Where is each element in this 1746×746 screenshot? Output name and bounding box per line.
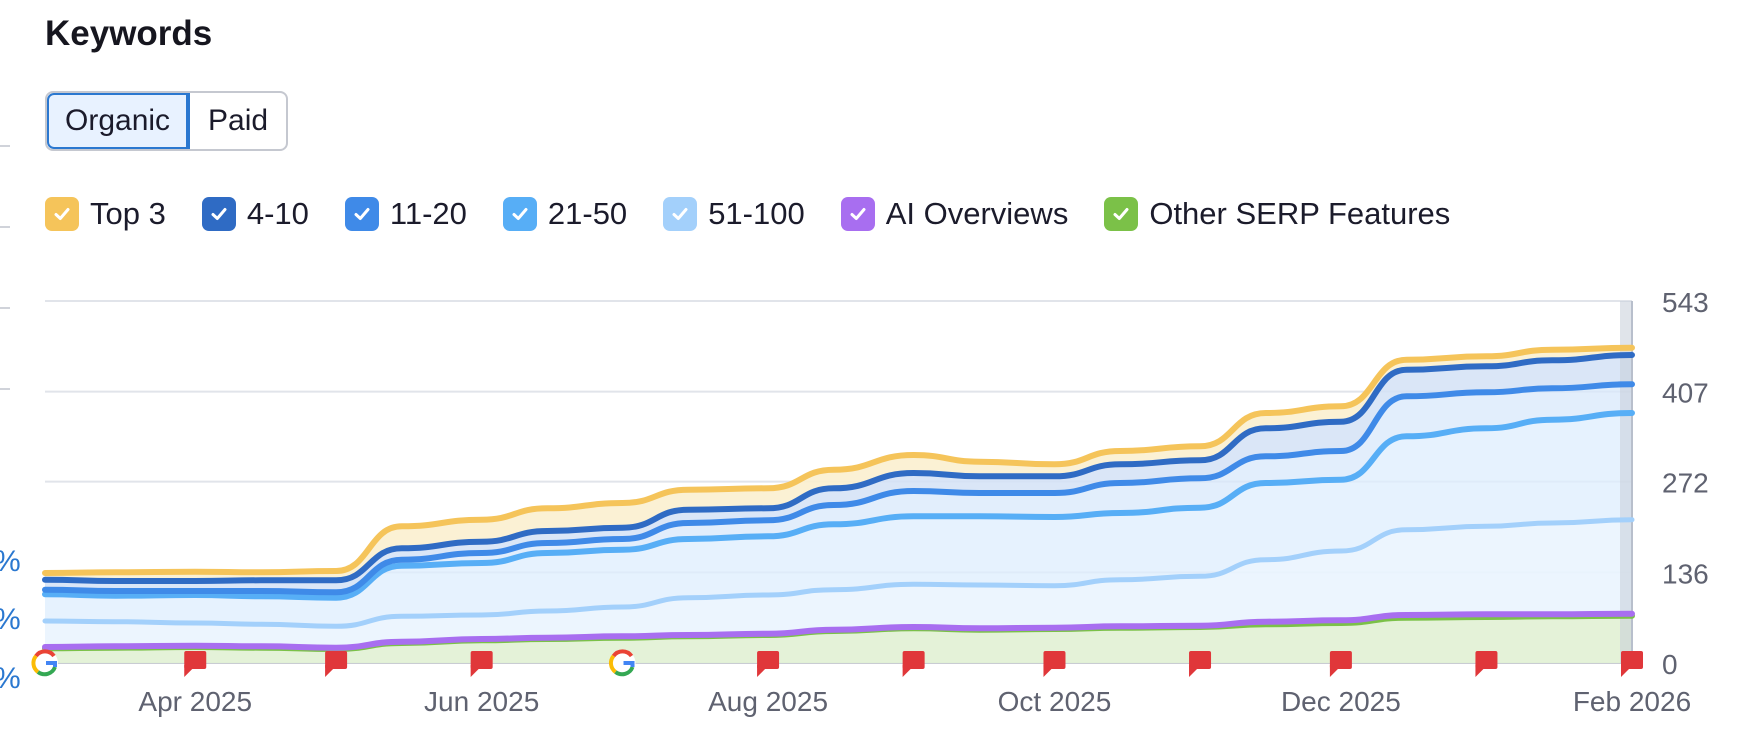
x-tick-label: Aug 2025 — [708, 686, 828, 717]
google-update-icon — [608, 649, 636, 677]
event-flag-icon — [184, 651, 207, 677]
check-icon — [1104, 197, 1139, 231]
x-tick-label: Apr 2025 — [138, 686, 252, 717]
event-flag-icon — [1043, 651, 1066, 677]
x-tick-label: Oct 2025 — [998, 686, 1112, 717]
event-flag-icon — [757, 651, 780, 677]
left-panel-tick — [0, 307, 10, 309]
legend-item-51-100[interactable]: 51-100 — [663, 196, 805, 232]
chart-legend: Top 3 4-10 11-20 21-50 51-100 AI Overvie… — [45, 196, 1486, 232]
hover-column — [1620, 301, 1632, 663]
left-panel-fragment: % — [0, 545, 21, 579]
event-flag-icon — [470, 651, 493, 677]
check-icon — [45, 197, 79, 231]
event-flag-icon — [1475, 651, 1498, 677]
y-tick-label: 136 — [1662, 558, 1709, 589]
left-panel-tick — [0, 145, 10, 147]
area-fill — [45, 355, 1632, 593]
check-icon — [502, 197, 537, 231]
legend-item-ai-overviews[interactable]: AI Overviews — [840, 196, 1069, 232]
area-fill — [45, 413, 1632, 627]
legend-label: 21-50 — [547, 196, 628, 231]
series-line — [42, 381, 1635, 596]
google-update-icon — [31, 649, 58, 677]
left-panel-tick — [0, 226, 10, 228]
event-flag-icon — [325, 651, 348, 677]
event-flag-icon — [902, 651, 925, 677]
legend-item-top-3[interactable]: Top 3 — [45, 196, 166, 232]
legend-item-other-serp-features[interactable]: Other SERP Features — [1104, 196, 1450, 232]
left-panel-fragment: % — [0, 603, 21, 637]
area-fill — [45, 384, 1632, 598]
x-tick-label: Jun 2025 — [424, 686, 539, 717]
series-line — [42, 344, 1635, 576]
legend-label: 11-20 — [389, 196, 467, 231]
section-title: Keywords — [45, 14, 213, 53]
series-line — [42, 352, 1635, 584]
event-flag-icon — [1329, 651, 1352, 677]
event-flag-icon — [1189, 651, 1212, 677]
check-icon — [201, 197, 236, 231]
legend-label: 51-100 — [708, 196, 805, 231]
check-icon — [663, 197, 698, 231]
y-tick-label: 0 — [1662, 649, 1678, 680]
legend-item-21-50[interactable]: 21-50 — [502, 196, 628, 232]
left-panel-fragment: % — [0, 662, 21, 696]
check-icon — [344, 197, 379, 231]
legend-label: 4-10 — [246, 196, 309, 231]
event-flag-icon — [1621, 651, 1643, 677]
legend-label: Top 3 — [90, 196, 166, 231]
legend-label: AI Overviews — [885, 196, 1069, 231]
legend-item-4-10[interactable]: 4-10 — [201, 196, 309, 232]
series-line — [42, 410, 1635, 601]
left-panel-tick — [0, 388, 10, 390]
y-tick-label: 407 — [1662, 378, 1709, 409]
series-line — [42, 517, 1635, 629]
check-icon — [840, 197, 875, 231]
y-tick-label: 543 — [1662, 287, 1709, 318]
organic-paid-toggle: Organic Paid — [45, 91, 289, 151]
series-line — [42, 610, 1635, 651]
y-tick-label: 272 — [1662, 468, 1709, 499]
x-tick-label: Dec 2025 — [1281, 686, 1401, 717]
legend-label: Other SERP Features — [1149, 196, 1451, 231]
paid-toggle-button[interactable]: Paid — [188, 93, 286, 149]
x-tick-label: Feb 2026 — [1573, 686, 1691, 717]
legend-item-11-20[interactable]: 11-20 — [344, 196, 467, 232]
organic-toggle-button[interactable]: Organic — [47, 93, 189, 149]
